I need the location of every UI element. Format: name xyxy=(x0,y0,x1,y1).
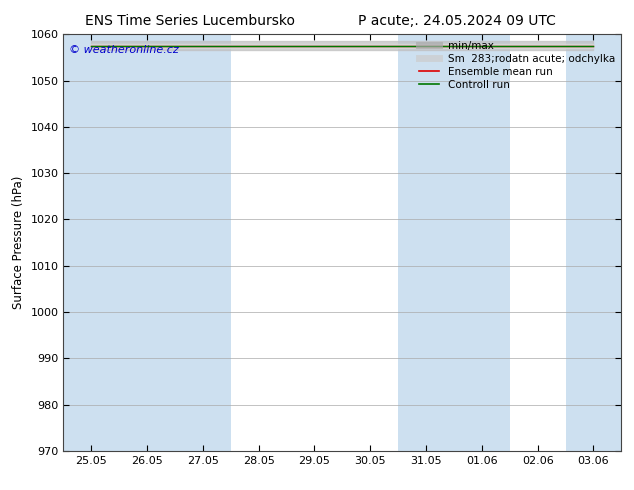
Bar xyxy=(566,34,621,451)
Legend: min/max, Sm  283;rodatn acute; odchylka, Ensemble mean run, Controll run: min/max, Sm 283;rodatn acute; odchylka, … xyxy=(415,36,619,94)
Y-axis label: Surface Pressure (hPa): Surface Pressure (hPa) xyxy=(12,176,25,309)
Bar xyxy=(119,34,175,451)
Bar xyxy=(63,34,119,451)
Text: P acute;. 24.05.2024 09 UTC: P acute;. 24.05.2024 09 UTC xyxy=(358,14,555,28)
Bar xyxy=(398,34,454,451)
Text: © weatheronline.cz: © weatheronline.cz xyxy=(69,45,179,55)
Bar xyxy=(175,34,231,451)
Text: ENS Time Series Lucembursko: ENS Time Series Lucembursko xyxy=(85,14,295,28)
Bar xyxy=(454,34,510,451)
